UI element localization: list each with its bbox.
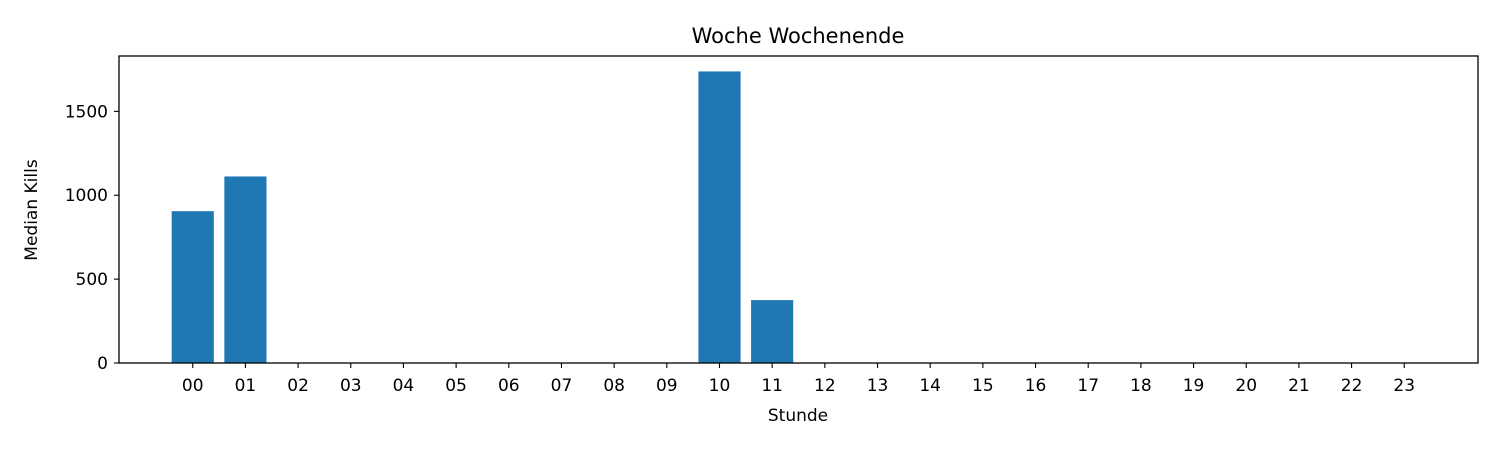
- x-tick-label: 21: [1288, 376, 1310, 396]
- bars-group: [171, 71, 794, 364]
- x-tick-label: 04: [393, 376, 415, 396]
- y-tick-label: 500: [76, 270, 108, 290]
- bar-11: [751, 300, 794, 363]
- axes-frame: [118, 55, 1479, 364]
- x-tick-label: 12: [814, 376, 836, 396]
- y-axis-ticks: 0 500 1000 1500: [65, 102, 119, 374]
- bar-00: [171, 211, 214, 363]
- x-tick-label: 08: [603, 376, 625, 396]
- y-tick-label: 0: [97, 354, 108, 374]
- x-axis-ticks: 00 01 02 03 04 05 06 07 08 09 10 11 12 13 14 15 16 17 18 19…: [182, 363, 1415, 396]
- x-tick-label: 05: [445, 376, 467, 396]
- x-tick-label: 18: [1130, 376, 1152, 396]
- x-tick-label: 00: [182, 376, 204, 396]
- x-tick-label: 19: [1183, 376, 1205, 396]
- x-tick-label: 02: [287, 376, 309, 396]
- x-tick-label: 15: [972, 376, 994, 396]
- x-tick-label: 03: [340, 376, 362, 396]
- x-tick-label: 10: [709, 376, 731, 396]
- x-axis-label: Stunde: [768, 406, 828, 426]
- y-tick-label: 1500: [65, 102, 108, 122]
- y-tick-label: 1000: [65, 186, 108, 206]
- x-tick-label: 07: [551, 376, 573, 396]
- bar-10: [698, 71, 741, 364]
- x-tick-label: 01: [235, 376, 257, 396]
- x-tick-label: 16: [1025, 376, 1047, 396]
- x-tick-label: 11: [761, 376, 783, 396]
- y-axis-label: Median Kills: [22, 159, 42, 261]
- x-tick-label: 17: [1077, 376, 1099, 396]
- x-tick-label: 09: [656, 376, 678, 396]
- x-tick-label: 14: [919, 376, 941, 396]
- x-tick-label: 20: [1235, 376, 1257, 396]
- bar-01: [224, 176, 267, 363]
- x-tick-label: 13: [867, 376, 889, 396]
- x-tick-label: 22: [1341, 376, 1363, 396]
- x-tick-label: 06: [498, 376, 520, 396]
- x-tick-label: 23: [1393, 376, 1415, 396]
- chart-title: Woche Wochenende: [692, 24, 905, 48]
